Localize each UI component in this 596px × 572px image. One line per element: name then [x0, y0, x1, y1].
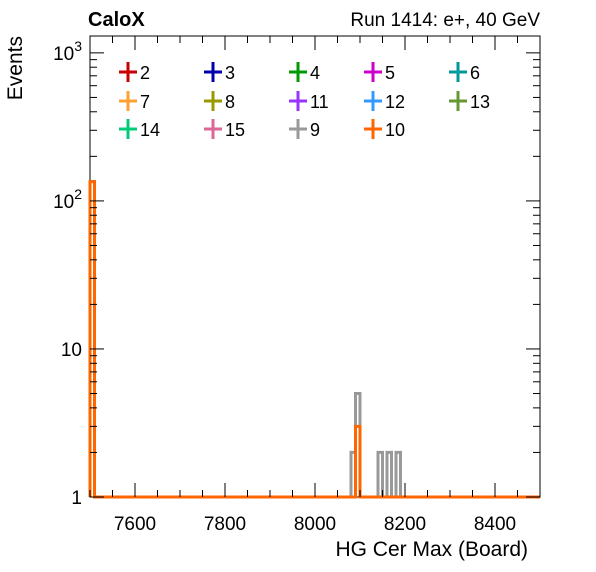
x-axis-ticks: 7600 7800 8000 8200 8400 — [89, 36, 541, 535]
legend-entry-11: 11 — [289, 91, 329, 112]
x-tick-label: 8400 — [474, 514, 516, 535]
legend-label: 6 — [470, 63, 480, 83]
x-axis-label: HG Cer Max (Board) — [335, 538, 528, 561]
legend-label: 10 — [385, 120, 405, 140]
legend-entry-4: 4 — [289, 62, 320, 83]
legend-label: 3 — [225, 63, 235, 83]
legend-label: 4 — [310, 63, 320, 83]
legend-entry-9: 9 — [289, 119, 320, 140]
legend-label: 5 — [385, 63, 395, 83]
legend-label: 7 — [140, 92, 150, 112]
x-tick-label: 8200 — [384, 514, 426, 535]
series-10-histogram — [88, 180, 540, 499]
y-tick-base: 10 — [53, 44, 74, 65]
legend-entry-7: 7 — [119, 91, 150, 112]
legend-entry-6: 6 — [449, 62, 480, 83]
x-tick-label: 8000 — [294, 514, 336, 535]
legend-label: 12 — [385, 92, 405, 112]
series-layer — [88, 180, 540, 499]
y-tick-exponent: 3 — [74, 38, 82, 54]
x-tick-label: 7600 — [114, 514, 156, 535]
y-tick-label: 10 — [61, 340, 82, 361]
legend: 2 3 4 5 6 7 8 11 12 13 14 15 9 10 — [119, 62, 490, 140]
header-left-title: CaloX — [88, 9, 145, 31]
y-tick-base: 10 — [61, 340, 82, 361]
legend-label: 9 — [310, 120, 320, 140]
legend-entry-10: 10 — [364, 119, 405, 140]
y-axis-label: Events — [4, 36, 27, 100]
legend-entry-12: 12 — [364, 91, 405, 112]
legend-label: 2 — [140, 63, 150, 83]
legend-entry-3: 3 — [204, 62, 235, 83]
y-tick-label: 103 — [53, 38, 82, 65]
y-tick-label: 102 — [53, 186, 82, 213]
legend-entry-2: 2 — [119, 62, 150, 83]
series-9-histogram — [88, 180, 540, 499]
y-tick-label: 1 — [71, 488, 82, 509]
legend-label: 14 — [140, 120, 160, 140]
legend-entry-15: 15 — [204, 119, 245, 140]
legend-label: 15 — [225, 120, 245, 140]
legend-label: 11 — [310, 92, 329, 112]
y-tick-base: 10 — [53, 192, 74, 213]
header-right-title: Run 1414: e+, 40 GeV — [350, 10, 540, 31]
y-tick-base: 1 — [71, 488, 82, 509]
legend-label: 13 — [470, 92, 490, 112]
y-tick-exponent: 2 — [74, 186, 82, 202]
legend-label: 8 — [225, 92, 235, 112]
x-tick-label: 7800 — [204, 514, 246, 535]
legend-entry-8: 8 — [204, 91, 235, 112]
legend-entry-5: 5 — [364, 62, 395, 83]
legend-entry-14: 14 — [119, 119, 160, 140]
legend-entry-13: 13 — [449, 91, 490, 112]
